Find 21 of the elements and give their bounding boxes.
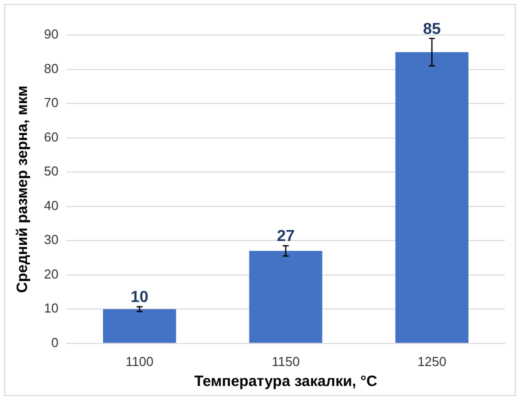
y-tick-label: 50 (44, 164, 58, 179)
data-label: 85 (423, 20, 441, 38)
x-tick-label: 1100 (126, 354, 154, 369)
y-tick-label: 80 (44, 60, 58, 76)
y-tick-label: 10 (44, 300, 58, 316)
data-label: 27 (276, 228, 295, 246)
y-tick-label: 0 (51, 334, 58, 350)
x-tick-label: 1150 (272, 354, 300, 369)
y-tick-label: 40 (44, 198, 58, 213)
y-tick-label: 20 (44, 266, 58, 282)
x-tick-label: 1250 (417, 354, 446, 369)
bar (103, 309, 176, 343)
y-tick-label: 90 (44, 26, 58, 42)
y-tick-label: 60 (44, 129, 58, 144)
y-tick-label: 30 (44, 232, 58, 248)
y-tick-label: 70 (44, 95, 58, 110)
bar (249, 250, 322, 343)
bar (395, 52, 468, 343)
y-axis-title: Средний размер зерна, мкм (14, 86, 32, 293)
x-axis-title: Температура закалки, °С (194, 373, 378, 390)
data-label: 10 (130, 289, 149, 306)
